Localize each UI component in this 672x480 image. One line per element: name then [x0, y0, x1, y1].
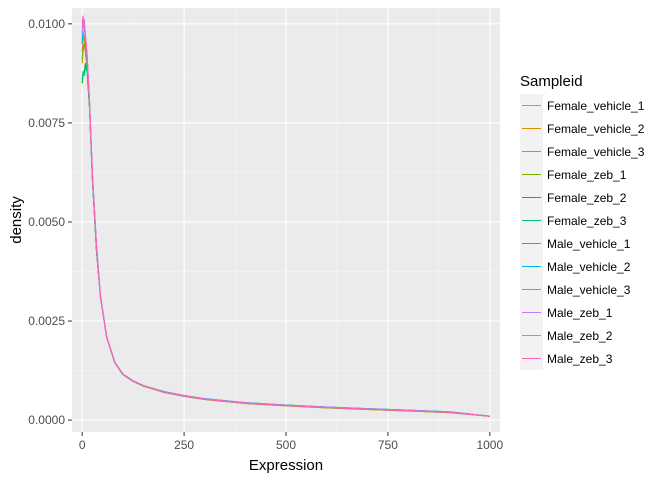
- legend-item: Male_zeb_3: [520, 347, 613, 370]
- y-tick-label: 0.0000: [28, 413, 65, 427]
- legend-item: Male_vehicle_3: [520, 278, 631, 301]
- legend-item: Male_vehicle_2: [520, 255, 631, 278]
- legend-label: Female_vehicle_1: [547, 99, 645, 113]
- x-tick-label: 250: [174, 438, 194, 452]
- legend-item: Female_vehicle_3: [520, 140, 645, 163]
- legend-label: Female_vehicle_2: [547, 122, 645, 136]
- x-tick-label: 1000: [476, 438, 503, 452]
- legend-label: Female_zeb_3: [547, 214, 627, 228]
- legend-item: Male_zeb_1: [520, 301, 613, 324]
- legend-label: Female_zeb_2: [547, 191, 627, 205]
- legend-label: Male_zeb_2: [547, 329, 613, 343]
- x-tick-label: 500: [276, 438, 296, 452]
- legend-item: Female_zeb_1: [520, 163, 627, 186]
- y-tick-label: 0.0025: [28, 314, 65, 328]
- y-tick-label: 0.0050: [28, 215, 65, 229]
- legend-item: Female_zeb_3: [520, 209, 627, 232]
- legend-item: Male_vehicle_1: [520, 232, 631, 255]
- legend-label: Male_vehicle_3: [547, 283, 631, 297]
- legend-label: Male_zeb_3: [547, 352, 613, 366]
- y-tick-label: 0.0100: [28, 17, 65, 31]
- legend: Sampleid Female_vehicle_1 Female_vehicle_…: [520, 73, 645, 370]
- legend-label: Male_zeb_1: [547, 306, 613, 320]
- legend-item: Male_zeb_2: [520, 324, 613, 347]
- legend-item: Female_zeb_2: [520, 186, 627, 209]
- legend-label: Male_vehicle_2: [547, 260, 631, 274]
- x-tick-label: 750: [378, 438, 398, 452]
- x-tick-label: 0: [79, 438, 86, 452]
- y-tick-label: 0.0075: [28, 116, 65, 130]
- series-lines: [81, 15, 490, 417]
- y-axis: 0.0000 0.0025 0.0050 0.0075 0.0100: [28, 17, 72, 427]
- legend-label: Female_zeb_1: [547, 168, 627, 182]
- x-axis-title: Expression: [249, 457, 323, 474]
- legend-label: Male_vehicle_1: [547, 237, 631, 251]
- series-line-male-zeb-3: [81, 15, 490, 417]
- x-axis: 0 250 500 750 1000: [79, 432, 503, 452]
- legend-title: Sampleid: [520, 73, 583, 90]
- legend-item: Female_vehicle_2: [520, 117, 645, 140]
- y-axis-title: density: [8, 196, 25, 244]
- legend-item: Female_vehicle_1: [520, 94, 645, 117]
- legend-label: Female_vehicle_3: [547, 145, 645, 159]
